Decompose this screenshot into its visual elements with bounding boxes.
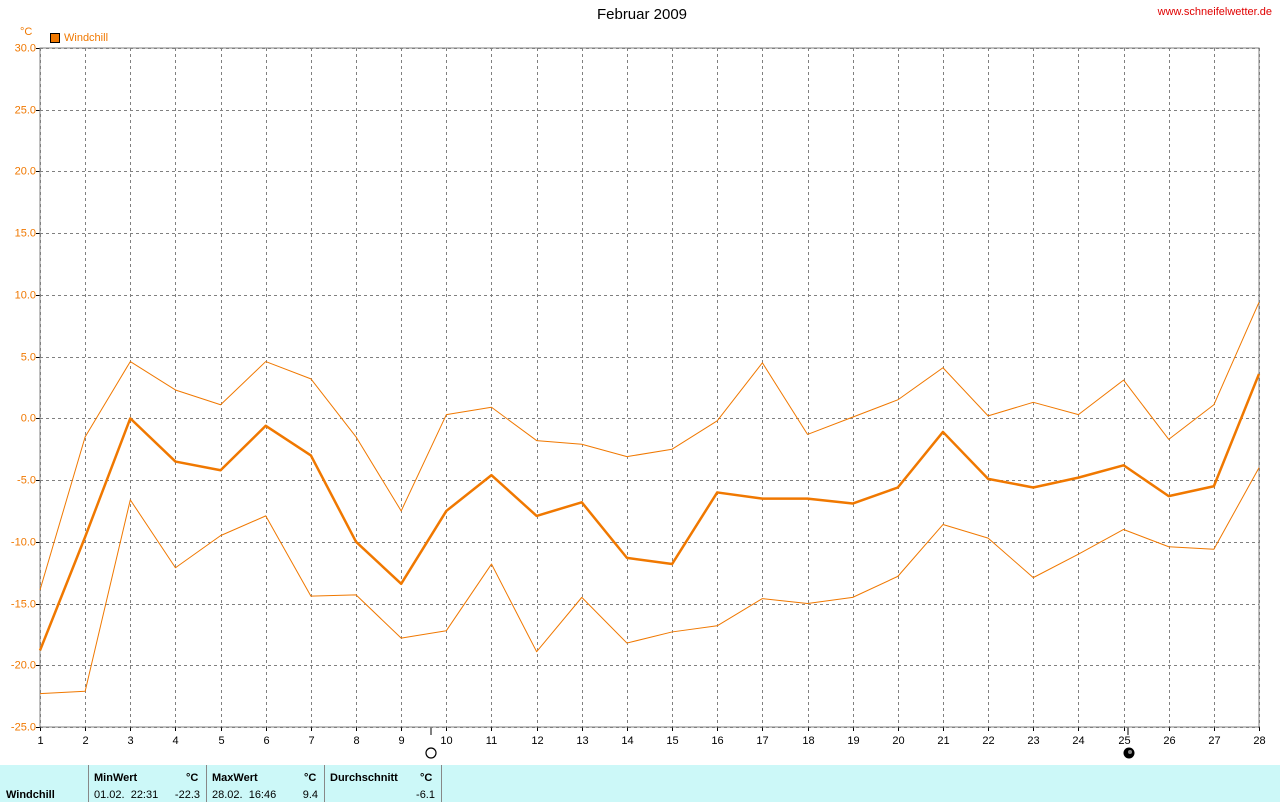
x-tick-label: 8 xyxy=(353,735,359,747)
plot-border xyxy=(39,47,1260,728)
y-tick-label: -15.0 xyxy=(11,598,36,610)
x-tick-label: 28 xyxy=(1253,735,1265,747)
x-tick-label: 4 xyxy=(172,735,178,747)
y-tick-label: 10.0 xyxy=(15,289,36,301)
y-tick-label: 30.0 xyxy=(15,42,36,54)
separator xyxy=(206,765,207,802)
x-tick-label: 25 xyxy=(1118,735,1130,747)
full-moon-shade xyxy=(1128,750,1132,754)
y-tick-label: 20.0 xyxy=(15,165,36,177)
x-tick-label: 13 xyxy=(576,735,588,747)
x-tick-label: 12 xyxy=(531,735,543,747)
col-value: 9.4 xyxy=(302,789,318,801)
y-tick-label: 15.0 xyxy=(15,227,36,239)
chart-title: Februar 2009 xyxy=(597,6,687,23)
stats-table: Windchill MinWert °C 01.02. 22:31 -22.3 … xyxy=(0,765,1280,802)
col-unit: °C xyxy=(420,772,433,784)
x-tick-label: 23 xyxy=(1027,735,1039,747)
col-unit: °C xyxy=(304,772,317,784)
col-header: MinWert xyxy=(94,772,138,784)
separator xyxy=(324,765,325,802)
col-value: -6.1 xyxy=(416,789,435,801)
x-tick-label: 19 xyxy=(847,735,859,747)
y-tick-label: -25.0 xyxy=(11,721,36,733)
col-time: 28.02. 16:46 xyxy=(212,789,277,801)
y-tick-label: 0.0 xyxy=(21,412,36,424)
x-tick-label: 3 xyxy=(127,735,133,747)
y-unit: °C xyxy=(20,26,32,38)
row-label: Windchill xyxy=(6,789,55,801)
x-tick-label: 6 xyxy=(263,735,269,747)
col-header: Durchschnitt xyxy=(330,772,398,784)
line xyxy=(39,302,1260,591)
y-tick-label: -5.0 xyxy=(17,474,36,486)
x-tick-label: 24 xyxy=(1072,735,1084,747)
y-tick-label: -10.0 xyxy=(11,536,36,548)
line xyxy=(39,467,1260,695)
x-tick-label: 22 xyxy=(982,735,994,747)
source: www.schneifelwetter.de xyxy=(1157,6,1272,18)
y-tick-label: 25.0 xyxy=(15,104,36,116)
x-tick-label: 27 xyxy=(1208,735,1220,747)
col-unit: °C xyxy=(186,772,199,784)
y-tick-label: -20.0 xyxy=(11,659,36,671)
x-tick-label: 14 xyxy=(621,735,633,747)
plot-area xyxy=(39,47,1260,728)
x-tick-label: 16 xyxy=(711,735,723,747)
new-moon xyxy=(425,747,437,759)
x-tick-label: 1 xyxy=(37,735,43,747)
y-tick-label: 5.0 xyxy=(21,351,36,363)
legend-swatch xyxy=(50,33,60,43)
x-tick-label: 15 xyxy=(666,735,678,747)
col-time: 01.02. 22:31 xyxy=(94,789,159,801)
separator xyxy=(441,765,442,802)
x-tick-label: 18 xyxy=(802,735,814,747)
separator xyxy=(88,765,89,802)
line xyxy=(38,373,1261,651)
x-tick-label: 9 xyxy=(398,735,404,747)
chart: Februar 2009 www.schneifelwetter.de °C W… xyxy=(11,6,1272,759)
x-tick-label: 17 xyxy=(756,735,768,747)
col-value: -22.3 xyxy=(174,789,200,801)
x-tick-label: 2 xyxy=(82,735,88,747)
x-tick-label: 5 xyxy=(218,735,224,747)
x-tick-label: 7 xyxy=(308,735,314,747)
legend-label: Windchill xyxy=(64,32,108,44)
x-tick-label: 10 xyxy=(440,735,452,747)
x-tick-label: 26 xyxy=(1163,735,1175,747)
x-tick-label: 11 xyxy=(486,735,497,747)
x-tick-label: 21 xyxy=(937,735,949,747)
x-tick-label: 20 xyxy=(892,735,904,747)
col-header: MaxWert xyxy=(212,772,258,784)
